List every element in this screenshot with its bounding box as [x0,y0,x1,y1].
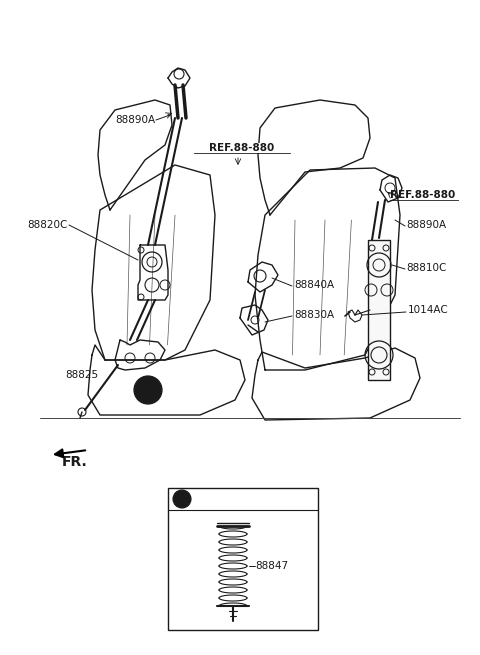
Text: 88847: 88847 [255,561,288,571]
Circle shape [134,376,162,404]
Bar [168,488,318,630]
Text: a: a [179,494,185,504]
Text: REF.88-880: REF.88-880 [209,143,275,153]
Text: 88810C: 88810C [406,263,446,273]
Text: 88890A: 88890A [406,220,446,230]
Text: 1014AC: 1014AC [408,305,449,315]
Bar [368,240,390,380]
Text: 88825: 88825 [65,370,98,380]
Text: FR.: FR. [62,455,88,469]
Text: 88820C: 88820C [28,220,68,230]
Text: a: a [145,385,151,395]
Text: REF.88-880: REF.88-880 [390,190,455,200]
Circle shape [173,490,191,508]
Text: 88840A: 88840A [294,280,334,290]
Text: 88830A: 88830A [294,310,334,320]
Text: 88890A: 88890A [115,115,155,125]
